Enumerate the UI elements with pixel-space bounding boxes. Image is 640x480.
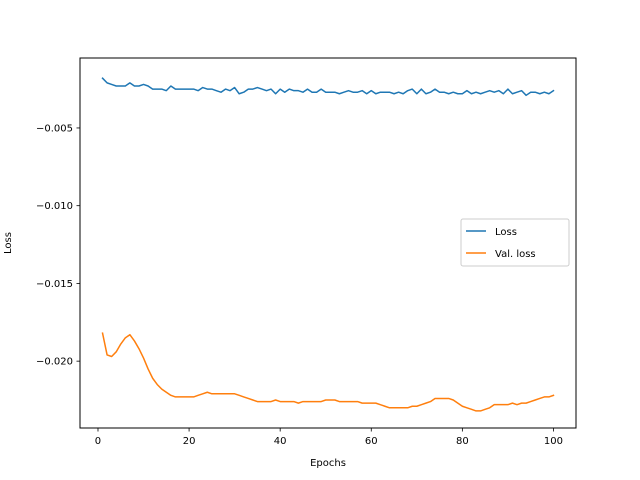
series-line-1 [101,77,555,97]
x-tick-label: 100 [544,436,563,447]
legend-label-2: Val. loss [495,249,536,260]
y-tick-label: −0.005 [36,123,73,134]
y-axis: −0.005 −0.010 −0.015 −0.020 [36,123,80,368]
x-axis-label: Epochs [310,458,346,469]
y-tick-label: −0.015 [36,279,73,290]
x-tick-label: 80 [456,436,469,447]
x-axis: 0 20 40 60 80 100 [95,428,563,447]
x-tick-label: 0 [95,436,101,447]
legend: Loss Val. loss [460,218,570,267]
y-axis-label: Loss [3,232,14,254]
y-tick-label: −0.010 [36,201,73,212]
x-tick-label: 40 [274,436,287,447]
plot-lines [101,77,555,412]
y-tick-label: −0.020 [36,357,73,368]
series-line-2 [101,332,555,412]
plot-frame [79,57,577,429]
legend-box [460,218,570,267]
x-tick-label: 60 [365,436,378,447]
legend-label-1: Loss [495,227,517,238]
x-tick-label: 20 [183,436,196,447]
